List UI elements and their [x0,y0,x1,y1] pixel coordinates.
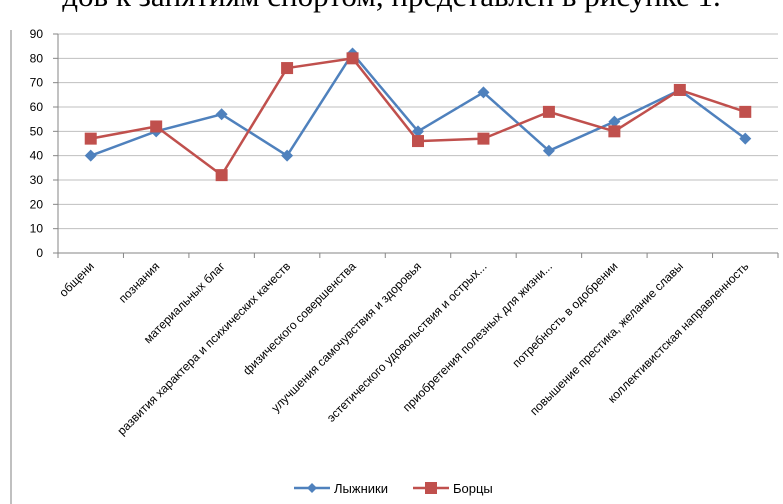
data-point-diamond [412,125,424,138]
legend-label: Лыжники [334,481,388,496]
document-heading-fragment: дов к занятиям спортом, представлен в ри… [0,0,783,16]
data-point-square [150,120,163,133]
y-tick-label: 0 [36,246,43,260]
legend-marker-diamond [307,483,317,493]
legend-marker-square [425,482,437,494]
legend: Лыжники Борцы [294,481,493,496]
y-tick-label: 90 [30,27,44,41]
data-point-diamond [477,86,490,99]
y-tick-label: 80 [30,51,44,65]
axes [53,33,779,258]
data-point-square [673,83,686,96]
data-point-diamond [542,144,555,157]
x-tick-label: коллективистская направленность [605,259,751,405]
data-point-square [84,132,97,145]
y-axis-tick-labels: 0 10 20 30 40 50 60 70 80 90 [30,27,44,260]
series-line [90,57,746,177]
y-tick-label: 50 [30,124,44,138]
gridlines [58,33,778,230]
y-tick-label: 70 [30,76,44,90]
y-tick-label: 30 [30,173,44,187]
x-tick-label: познания [116,259,162,305]
data-point-square [608,125,621,138]
x-tick-label: потребность в одобрении [510,259,621,370]
data-point-square [281,62,294,75]
y-tick-label: 20 [30,197,44,211]
data-point-diamond [215,108,228,121]
x-tick-label: физического совершенства [240,259,359,378]
legend-label: Борцы [453,481,493,496]
data-point-diamond [281,149,294,162]
y-tick-label: 40 [30,149,44,163]
data-point-square [542,105,555,118]
data-point-square [412,135,424,148]
data-series [84,47,752,182]
x-tick-label: общени [56,259,97,300]
data-point-square [215,169,228,182]
data-point-square [739,105,752,118]
y-tick-label: 10 [30,222,44,236]
data-point-square [477,132,490,145]
data-point-diamond [608,115,621,128]
data-point-diamond [739,132,752,145]
data-point-square [346,52,359,65]
data-point-diamond [84,149,97,162]
y-tick-label: 60 [30,100,44,114]
